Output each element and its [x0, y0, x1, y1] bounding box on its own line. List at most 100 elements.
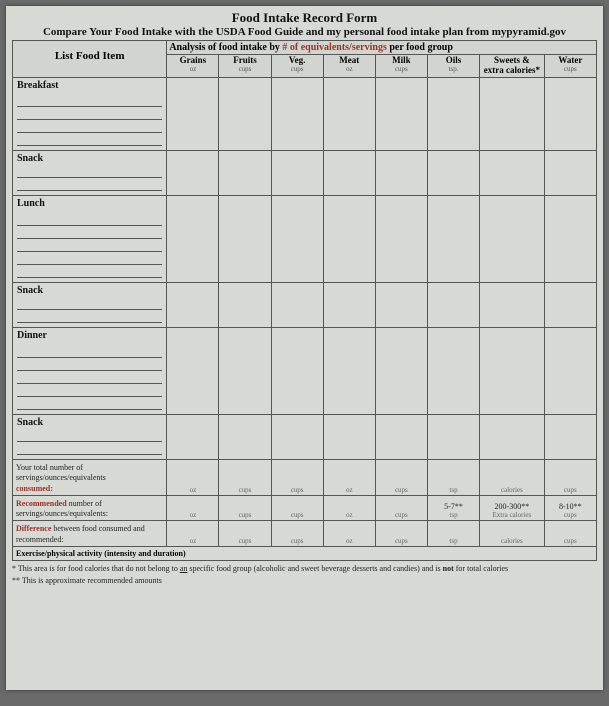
summary-cell[interactable]: oz	[323, 495, 375, 521]
footnote-2: ** This is approximate recommended amoun…	[12, 576, 597, 585]
exercise-row: Exercise/physical activity (intensity an…	[13, 547, 597, 561]
summary-cell[interactable]: tsp	[427, 521, 479, 547]
cell[interactable]	[375, 150, 427, 195]
form-subtitle: Compare Your Food Intake with the USDA F…	[12, 26, 597, 38]
cell[interactable]	[544, 327, 596, 414]
cell[interactable]	[271, 150, 323, 195]
cell[interactable]	[323, 414, 375, 459]
cell[interactable]	[323, 282, 375, 327]
cell[interactable]	[480, 282, 545, 327]
analysis-suffix: per food group	[387, 42, 453, 53]
cell[interactable]	[219, 414, 271, 459]
summary-cell[interactable]: cups	[375, 495, 427, 521]
col-list-food: List Food Item	[13, 41, 167, 78]
footnote-1: * This area is for food calories that do…	[12, 564, 597, 573]
cell[interactable]	[480, 77, 545, 150]
cell[interactable]	[167, 195, 219, 282]
cell[interactable]	[544, 414, 596, 459]
cell[interactable]	[167, 77, 219, 150]
not-bold: not	[443, 564, 454, 573]
summary-cell[interactable]: 5-7**tsp	[427, 495, 479, 521]
summary-cell[interactable]: cups	[219, 495, 271, 521]
summary-cell[interactable]: oz	[167, 521, 219, 547]
summary-cell[interactable]: calories	[480, 459, 545, 495]
cell[interactable]	[219, 195, 271, 282]
summary-cell[interactable]: cups	[271, 459, 323, 495]
cell[interactable]	[271, 327, 323, 414]
summary-cell[interactable]: 200-300**Extra calories	[480, 495, 545, 521]
summary-cell[interactable]: cups	[544, 521, 596, 547]
summary-cell[interactable]: cups	[271, 521, 323, 547]
summary-cell[interactable]: cups	[271, 495, 323, 521]
cell[interactable]	[167, 414, 219, 459]
cell[interactable]	[375, 327, 427, 414]
summary-cell[interactable]: oz	[167, 459, 219, 495]
summary-label: Difference between food consumed and rec…	[13, 521, 167, 547]
meal-snack: Snack	[13, 150, 167, 195]
col-oils: Oilstsp.	[427, 55, 479, 78]
cell[interactable]	[427, 282, 479, 327]
exercise-label: Exercise/physical activity (intensity an…	[16, 549, 186, 558]
summary-cell[interactable]: cups	[375, 521, 427, 547]
cell[interactable]	[544, 150, 596, 195]
cell[interactable]	[271, 77, 323, 150]
cell[interactable]	[323, 195, 375, 282]
cell[interactable]	[427, 414, 479, 459]
cell[interactable]	[375, 77, 427, 150]
cell[interactable]	[544, 77, 596, 150]
cell[interactable]	[167, 327, 219, 414]
form-title: Food Intake Record Form	[12, 10, 597, 26]
cell[interactable]	[427, 195, 479, 282]
summary-cell[interactable]: calories	[480, 521, 545, 547]
col-veg-: Veg.cups	[271, 55, 323, 78]
cell[interactable]	[480, 414, 545, 459]
cell[interactable]	[323, 327, 375, 414]
summary-label: Your total number of servings/ounces/equ…	[13, 459, 167, 495]
cell[interactable]	[427, 77, 479, 150]
cell[interactable]	[544, 195, 596, 282]
cell[interactable]	[167, 150, 219, 195]
cell[interactable]	[480, 195, 545, 282]
analysis-red: # of equivalents/servings	[282, 42, 386, 53]
cell[interactable]	[219, 150, 271, 195]
cell[interactable]	[480, 327, 545, 414]
summary-cell[interactable]: oz	[323, 521, 375, 547]
meal-lunch: Lunch	[13, 195, 167, 282]
col-grains: Grainsoz	[167, 55, 219, 78]
col-water: Watercups	[544, 55, 596, 78]
cell[interactable]	[427, 150, 479, 195]
summary-cell[interactable]: oz	[323, 459, 375, 495]
cell[interactable]	[375, 414, 427, 459]
summary-cell[interactable]: cups	[219, 521, 271, 547]
analysis-prefix: Analysis of food intake by	[169, 42, 282, 53]
cell[interactable]	[323, 77, 375, 150]
summary-cell[interactable]: cups	[375, 459, 427, 495]
cell[interactable]	[219, 282, 271, 327]
col-fruits: Fruitscups	[219, 55, 271, 78]
summary-cell[interactable]: oz	[167, 495, 219, 521]
cell[interactable]	[271, 282, 323, 327]
summary-cell[interactable]: 8-10**cups	[544, 495, 596, 521]
cell[interactable]	[167, 282, 219, 327]
cell[interactable]	[323, 150, 375, 195]
meal-snack: Snack	[13, 282, 167, 327]
cell[interactable]	[219, 77, 271, 150]
analysis-header: Analysis of food intake by # of equivale…	[167, 41, 597, 55]
summary-cell[interactable]: cups	[219, 459, 271, 495]
cell[interactable]	[375, 282, 427, 327]
summary-cell[interactable]: cups	[544, 459, 596, 495]
col-sweets-extra-calories-: Sweets &extra calories*	[480, 55, 545, 78]
cell[interactable]	[271, 195, 323, 282]
cell[interactable]	[375, 195, 427, 282]
col-milk: Milkcups	[375, 55, 427, 78]
list-food-label: List Food Item	[15, 42, 164, 62]
cell[interactable]	[271, 414, 323, 459]
summary-cell[interactable]: tsp	[427, 459, 479, 495]
col-meat: Meatoz	[323, 55, 375, 78]
cell[interactable]	[544, 282, 596, 327]
cell[interactable]	[219, 327, 271, 414]
summary-label: Recommended number of servings/ounces/eq…	[13, 495, 167, 521]
cell[interactable]	[480, 150, 545, 195]
cell[interactable]	[427, 327, 479, 414]
meal-dinner: Dinner	[13, 327, 167, 414]
